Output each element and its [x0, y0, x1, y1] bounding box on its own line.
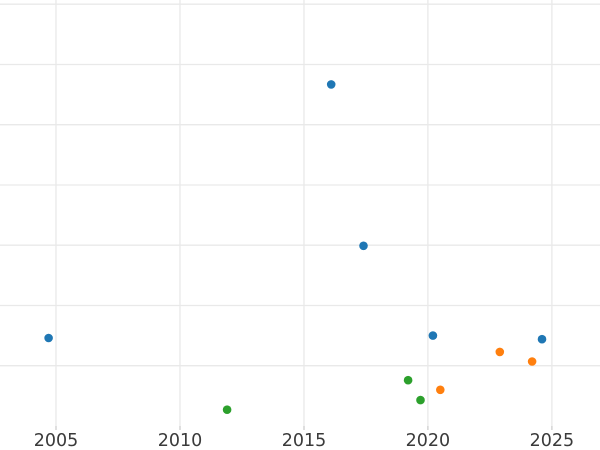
x-tick-label: 2020 [406, 431, 451, 450]
x-tick-label: 2010 [158, 431, 203, 450]
data-point-green-series [403, 375, 413, 385]
x-tick-label: 2015 [282, 431, 327, 450]
x-tick-label: 2005 [34, 431, 79, 450]
data-point-green-series [222, 405, 232, 415]
data-point-blue-series [44, 333, 53, 343]
data-point-orange-series [436, 385, 445, 395]
data-point-orange-series [527, 357, 537, 366]
x-tick-label: 2025 [530, 431, 575, 450]
data-point-green-series [416, 395, 425, 405]
data-point-blue-series [359, 241, 368, 251]
data-point-orange-series [495, 347, 505, 357]
data-point-blue-series [428, 331, 438, 340]
data-point-blue-series [326, 80, 336, 89]
data-point-blue-series [537, 334, 547, 344]
